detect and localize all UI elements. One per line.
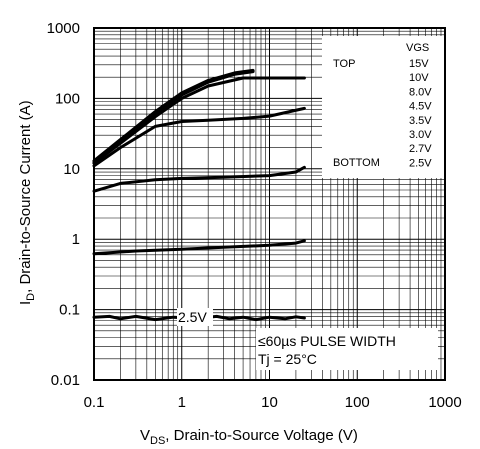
pulse-note-bg <box>256 328 438 370</box>
y-tick-label: 1 <box>72 231 80 248</box>
legend-entry: 15V <box>409 58 429 70</box>
legend-entry: 8.0V <box>409 86 432 98</box>
tj-note: Tj = 25°C <box>258 351 317 367</box>
legend-entry: 4.5V <box>409 101 432 113</box>
x-tick-label: 0.1 <box>84 394 105 411</box>
y-tick-labels: 0.01 0.1 1 10 100 1000 <box>47 20 80 389</box>
y-tick-label: 0.1 <box>59 302 80 319</box>
grid <box>93 28 445 381</box>
y-tick-label: 10 <box>63 161 80 178</box>
series-line-8 <box>92 314 306 322</box>
legend-entry: 10V <box>409 72 429 84</box>
series-line-5 <box>92 106 306 168</box>
legend-top-label: TOP <box>333 58 355 70</box>
x-tick-label: 100 <box>345 394 370 411</box>
legend-bottom-label: BOTTOM <box>333 157 380 169</box>
series-line-4 <box>92 76 306 165</box>
x-tick-labels: 0.1 1 10 100 1000 <box>84 394 462 411</box>
y-axis-title: ID, Drain-to-Source Current (A) <box>17 100 37 305</box>
legend-entry: 2.7V <box>409 143 432 155</box>
curve-label: 2.5V <box>178 309 207 325</box>
pulse-width-note: ≤60µs PULSE WIDTH <box>258 333 396 349</box>
legend-header: VGS <box>406 42 429 54</box>
curve-label-bg <box>177 308 213 326</box>
legend-box <box>322 36 444 178</box>
legend-entry: 2.5V <box>409 157 432 169</box>
legend-entry: 3.5V <box>409 115 432 127</box>
legend-entries: 15V 10V 8.0V 4.5V 3.5V 3.0V 2.7V 2.5V <box>409 58 432 169</box>
y-tick-label: 1000 <box>47 20 80 37</box>
x-tick-label: 1 <box>178 394 186 411</box>
plot-frame <box>93 27 446 381</box>
legend-entry: 3.0V <box>409 129 432 141</box>
x-tick-label: 1000 <box>428 394 461 411</box>
y-tick-label: 0.01 <box>51 372 80 389</box>
x-tick-label: 10 <box>261 394 278 411</box>
curves <box>92 68 306 322</box>
series-line-6 <box>92 165 306 193</box>
y-tick-label: 100 <box>55 90 80 107</box>
series-line-7 <box>92 239 306 256</box>
x-axis-title: VDS, Drain-to-Source Voltage (V) <box>140 427 358 447</box>
